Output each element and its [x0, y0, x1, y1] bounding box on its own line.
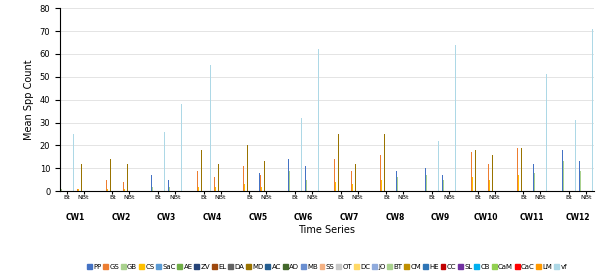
Text: CW10: CW10 [474, 213, 499, 222]
X-axis label: Time Series: Time Series [299, 225, 355, 235]
Text: CW5: CW5 [248, 213, 268, 222]
Text: CW7: CW7 [340, 213, 359, 222]
Text: CW12: CW12 [565, 213, 590, 222]
Text: CW9: CW9 [431, 213, 450, 222]
Legend: PP, GS, GB, CS, SaC, AE, ZV, EL, DA, MD, AC, AD, MB, SS, OT, DC, JO, BT, CM, HE,: PP, GS, GB, CS, SaC, AE, ZV, EL, DA, MD,… [87, 264, 567, 270]
Text: CW11: CW11 [520, 213, 544, 222]
Text: CW6: CW6 [294, 213, 313, 222]
Text: CW2: CW2 [111, 213, 130, 222]
Text: CW3: CW3 [157, 213, 176, 222]
Y-axis label: Mean Spp Count: Mean Spp Count [24, 59, 34, 140]
Text: CW1: CW1 [65, 213, 85, 222]
Text: CW4: CW4 [203, 213, 222, 222]
Text: CW8: CW8 [385, 213, 404, 222]
